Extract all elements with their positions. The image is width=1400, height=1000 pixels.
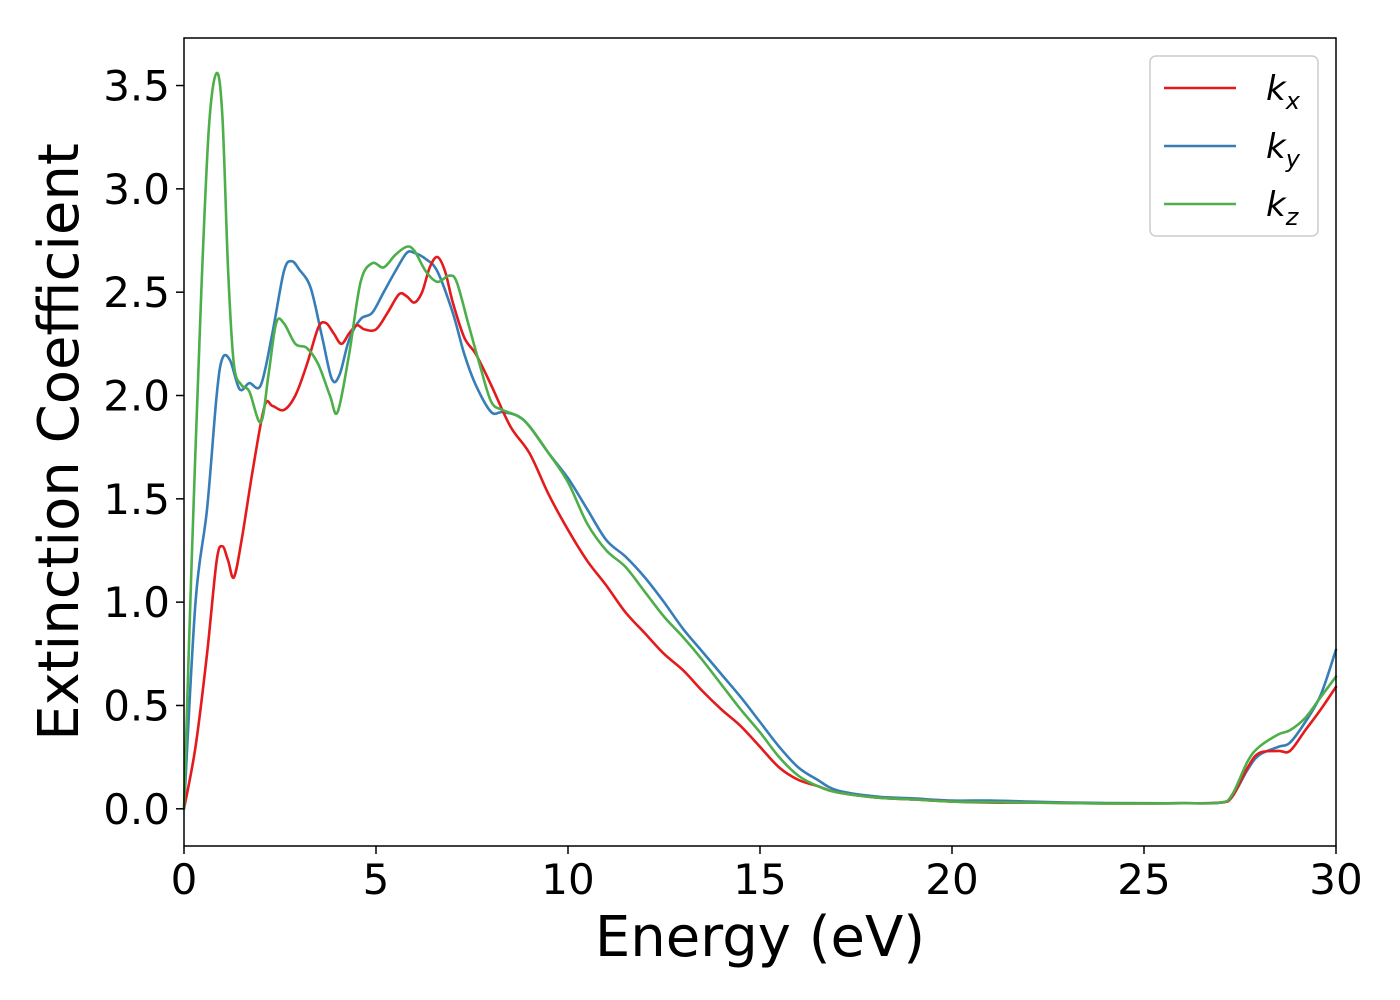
legend-label-k-x: kx: [1266, 69, 1301, 115]
y-tick-label: 0.0: [103, 785, 170, 834]
y-tick-label: 0.5: [103, 681, 170, 730]
x-tick-label: 10: [541, 855, 594, 904]
y-tick-label: 2.5: [103, 268, 170, 317]
x-tick-label: 30: [1309, 855, 1362, 904]
x-tick-label: 15: [733, 855, 786, 904]
y-axis: 0.0 0.5 1.0 1.5 2.0 2.5 3.0 3.5: [103, 62, 184, 834]
x-tick-label: 5: [363, 855, 390, 904]
x-axis: 0 5 10 15 20 25 30: [171, 846, 1363, 904]
y-tick-label: 2.0: [103, 372, 170, 421]
x-tick-label: 25: [1117, 855, 1170, 904]
y-tick-label: 1.0: [103, 578, 170, 627]
y-tick-label: 3.5: [103, 62, 170, 111]
y-tick-label: 3.0: [103, 165, 170, 214]
legend: kx ky kz: [1149, 55, 1319, 237]
legend-label-k-z: kz: [1266, 185, 1300, 231]
plot-area: [184, 38, 1336, 846]
series-line-k-z: [182, 71, 1338, 811]
legend-label-k-y: ky: [1266, 127, 1301, 173]
x-tick-label: 0: [171, 855, 198, 904]
series-layer: [182, 71, 1338, 811]
y-axis-title: Extinction Coefficient: [27, 143, 92, 741]
x-tick-label: 20: [925, 855, 978, 904]
x-axis-title: Energy (eV): [595, 905, 925, 970]
y-tick-label: 1.5: [103, 475, 170, 524]
